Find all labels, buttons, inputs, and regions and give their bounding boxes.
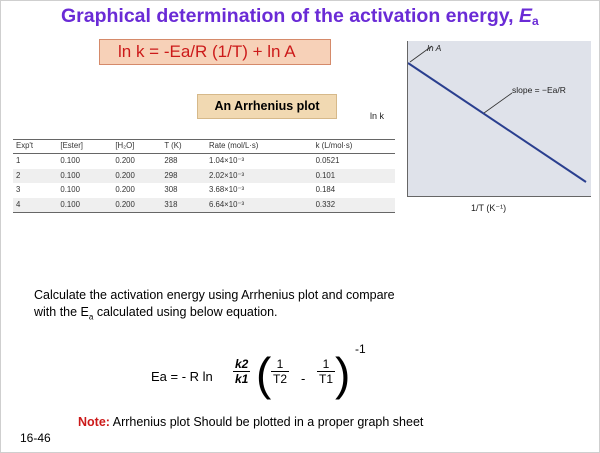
cell: 0.100 <box>57 197 113 214</box>
cell: 0.100 <box>60 155 80 165</box>
slope-pointer <box>483 92 513 114</box>
k1-denominator: k1 <box>235 372 249 386</box>
inverse-t2-fraction: 1 T2 <box>271 357 290 386</box>
header-exp: Exp't <box>13 139 58 154</box>
slide-title: Graphical determination of the activatio… <box>61 5 539 28</box>
cell: 1.04×10⁻³ <box>209 155 245 165</box>
arrhenius-graph <box>407 41 591 197</box>
inverse-t1-fraction: 1 T1 <box>317 357 336 386</box>
instruction-line-1: Calculate the activation energy using Ar… <box>34 288 395 302</box>
main-equation-box: ln k = -Ea/R (1/T) + ln A <box>99 39 331 65</box>
table-header-row: Exp't [Ester] [H₂O] T (K) Rate (mol/L·s)… <box>13 139 395 154</box>
arrhenius-line <box>408 62 587 183</box>
k2-numerator: k2 <box>233 357 251 372</box>
cell: 0.200 <box>112 197 162 214</box>
header-temp: T (K) <box>161 139 206 154</box>
ln-a-pointer <box>409 45 433 63</box>
cell: 2 <box>13 168 58 184</box>
cell: 0.101 <box>312 168 395 184</box>
instruction-paragraph: Calculate the activation energy using Ar… <box>34 287 504 323</box>
header-k: k (L/mol·s) <box>312 139 395 154</box>
table-row: 2 0.100 0.200 298 2.02×10⁻³ 0.101 <box>13 168 395 184</box>
cell: 4 <box>13 197 58 214</box>
cell: 2.02×10⁻³ <box>206 168 313 184</box>
cell: 0.200 <box>115 155 135 165</box>
header-ester: [Ester] <box>57 139 113 154</box>
slide-number: 16-46 <box>20 431 51 445</box>
exponent: -1 <box>355 342 366 356</box>
note: Note: Arrhenius plot Should be plotted i… <box>78 415 424 429</box>
plot-label: An Arrhenius plot <box>214 99 320 113</box>
kinetics-table: Exp't [Ester] [H₂O] T (K) Rate (mol/L·s)… <box>13 139 395 214</box>
table-row: 1 0.100 0.200 288 1.04×10⁻³ 0.0521 <box>13 153 395 168</box>
main-equation: ln k = -Ea/R (1/T) + ln A <box>118 42 296 61</box>
header-water: [H₂O] <box>112 139 162 154</box>
minus-sign: - <box>301 371 306 386</box>
fraction-numerator: 1 <box>271 357 290 372</box>
plot-label-box: An Arrhenius plot <box>197 94 337 119</box>
cell: 3.68×10⁻³ <box>209 185 245 195</box>
cell: 0.100 <box>57 168 113 184</box>
k-ratio-fraction: k2 k1 <box>233 357 251 386</box>
instruction-line-2: with the Ea calculated using below equat… <box>34 304 278 322</box>
right-paren: ) <box>335 348 351 400</box>
t2-denominator: T2 <box>273 372 288 386</box>
cell: 0.200 <box>112 168 162 184</box>
cell: 288 <box>164 155 178 165</box>
fraction-numerator: 1 <box>317 357 336 372</box>
cell: 318 <box>161 197 206 214</box>
cell: 0.332 <box>312 197 395 214</box>
cell: 6.64×10⁻³ <box>206 197 313 214</box>
cell: 0.184 <box>315 185 336 195</box>
equation-lhs: Ea = - R ln <box>151 369 213 384</box>
table-row: 4 0.100 0.200 318 6.64×10⁻³ 0.332 <box>13 197 395 214</box>
cell: 308 <box>164 185 178 195</box>
cell: 0.200 <box>115 185 135 195</box>
x-axis-label: 1/T (K⁻¹) <box>471 203 507 213</box>
cell: 1 <box>16 155 21 165</box>
cell: 3 <box>16 185 21 195</box>
table-row: 3 0.100 0.200 308 3.68×10⁻³ 0.184 <box>13 183 395 198</box>
slope-label: slope = −Ea/R <box>512 85 566 95</box>
header-rate: Rate (mol/L·s) <box>206 139 313 154</box>
cell: 0.100 <box>60 185 80 195</box>
y-axis-label: ln k <box>370 111 385 121</box>
cell: 298 <box>161 168 206 184</box>
t1-denominator: T1 <box>319 372 334 386</box>
ln-a-label: ln A <box>427 43 442 53</box>
cell: 0.0521 <box>315 155 340 165</box>
left-paren: ( <box>256 348 272 400</box>
